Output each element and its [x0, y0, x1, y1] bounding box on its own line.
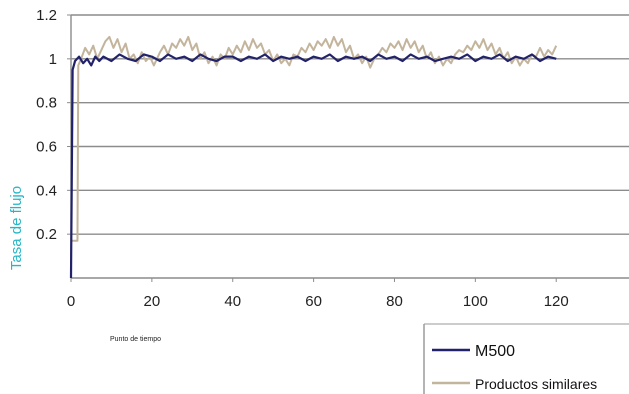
series-line-productos-similares [71, 35, 558, 242]
x-tick-label-60: 60 [305, 293, 322, 310]
x-tick-label-0: 0 [67, 293, 75, 310]
y-axis-label: Tasa de flujo [8, 186, 25, 270]
x-tick-label-100: 100 [463, 293, 488, 310]
series-line-m500 [69, 53, 557, 279]
y-tick-labels: 0.2 0.4 0.6 0.8 1 1.2 [36, 7, 57, 243]
y-tick-label-0-6: 0.6 [36, 139, 57, 156]
y-tick-label-0-4: 0.4 [36, 182, 57, 199]
x-tick-labels: 0 20 40 60 80 100 120 [67, 293, 569, 310]
legend: M500 Productos similares [423, 323, 629, 394]
y-tick-label-1: 1 [49, 51, 57, 68]
legend-label-productos-similares: Productos similares [475, 376, 597, 392]
y-tick-label-0-2: 0.2 [36, 226, 57, 243]
x-tick-label-20: 20 [144, 293, 161, 310]
legend-label-m500: M500 [475, 343, 515, 360]
y-tick-label-0-8: 0.8 [36, 95, 57, 112]
x-tick-label-40: 40 [224, 293, 241, 310]
x-axis-label: Punto de tiempo [110, 336, 161, 343]
x-tick-label-120: 120 [544, 293, 569, 310]
y-tick-label-1-2: 1.2 [36, 7, 57, 24]
series-lines [69, 35, 558, 279]
x-tick-label-80: 80 [386, 293, 403, 310]
